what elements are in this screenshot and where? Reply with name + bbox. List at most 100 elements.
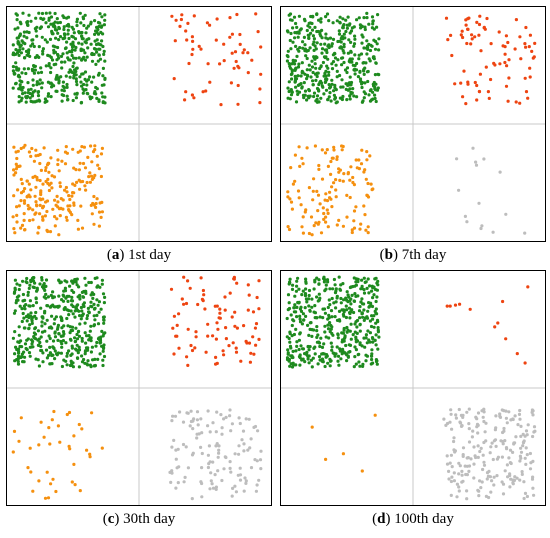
point-bottom-right <box>244 479 248 483</box>
point-top-left <box>314 99 318 103</box>
point-bottom-left <box>300 156 304 160</box>
point-top-left <box>101 363 105 368</box>
point-top-left <box>93 32 97 36</box>
point-top-left <box>334 63 338 67</box>
point-top-left <box>293 36 297 40</box>
point-bottom-right <box>242 489 246 493</box>
point-bottom-right <box>206 465 210 470</box>
point-top-left <box>291 355 295 360</box>
point-top-left <box>337 309 342 313</box>
point-bottom-right <box>486 474 490 478</box>
point-bottom-right <box>449 493 453 497</box>
point-top-left <box>46 295 51 299</box>
point-top-right <box>235 281 239 285</box>
point-top-left <box>92 47 97 51</box>
point-top-left <box>374 276 378 280</box>
point-top-left <box>21 360 25 364</box>
point-top-left <box>307 361 311 365</box>
point-top-left <box>89 280 93 285</box>
point-bottom-right <box>489 445 493 449</box>
point-top-left <box>343 335 347 339</box>
point-top-left <box>371 22 375 26</box>
point-top-right <box>233 324 237 328</box>
point-bottom-right <box>195 410 200 414</box>
point-top-left <box>63 306 67 310</box>
point-top-left <box>67 70 71 74</box>
point-bottom-left <box>92 194 96 199</box>
point-top-left <box>73 279 77 283</box>
point-top-left <box>70 303 74 307</box>
point-bottom-left <box>57 207 62 211</box>
point-top-left <box>362 61 366 65</box>
point-top-left <box>304 287 308 291</box>
point-top-right <box>186 327 190 331</box>
point-top-right <box>171 326 175 330</box>
point-top-left <box>11 65 15 69</box>
point-top-left <box>292 310 296 314</box>
point-top-left <box>303 352 307 356</box>
point-bottom-left <box>332 181 336 185</box>
point-bottom-left <box>63 188 67 192</box>
point-top-left <box>80 336 84 341</box>
point-top-right <box>223 308 227 312</box>
caption-b: (b) 7th day <box>379 247 447 263</box>
point-bottom-right <box>454 416 458 420</box>
point-top-left <box>102 315 106 319</box>
point-top-left <box>335 19 339 23</box>
point-top-right <box>469 42 473 46</box>
point-top-left <box>99 340 103 344</box>
point-bottom-right <box>522 496 526 501</box>
point-top-left <box>44 292 48 296</box>
point-bottom-right <box>465 497 469 501</box>
point-bottom-left <box>324 457 328 461</box>
point-top-left <box>71 281 75 285</box>
point-bottom-left <box>46 496 51 500</box>
point-top-right <box>479 49 483 53</box>
point-top-left <box>88 75 92 79</box>
point-top-left <box>349 302 353 306</box>
point-top-left <box>101 44 105 49</box>
point-top-right <box>231 341 235 345</box>
point-bottom-left <box>29 188 33 192</box>
point-top-left <box>60 66 64 70</box>
point-bottom-left <box>41 182 45 186</box>
point-top-left <box>359 26 363 30</box>
point-top-right <box>236 102 240 106</box>
point-top-left <box>362 288 366 292</box>
point-bottom-left <box>323 198 327 202</box>
point-bottom-right <box>512 441 516 445</box>
point-bottom-right <box>470 435 474 439</box>
point-top-left <box>360 41 364 45</box>
point-top-left <box>55 327 60 331</box>
point-top-left <box>39 16 43 20</box>
point-top-left <box>365 39 369 43</box>
point-top-left <box>328 321 332 325</box>
point-top-right <box>258 101 262 105</box>
point-top-left <box>83 321 87 325</box>
point-top-left <box>375 25 379 29</box>
point-bottom-right <box>477 201 481 205</box>
point-top-right <box>466 17 470 21</box>
point-top-left <box>58 35 63 39</box>
point-bottom-left <box>65 218 69 222</box>
point-top-left <box>325 50 329 55</box>
point-bottom-right <box>517 412 522 416</box>
point-top-left <box>36 90 40 94</box>
point-top-left <box>344 315 348 320</box>
point-bottom-left <box>27 150 31 154</box>
point-top-left <box>66 324 70 328</box>
point-top-left <box>29 44 33 48</box>
point-top-left <box>306 357 310 361</box>
point-top-left <box>83 276 87 280</box>
point-top-right <box>526 96 530 100</box>
point-top-left <box>36 71 40 75</box>
point-top-left <box>57 56 61 60</box>
point-top-left <box>338 20 342 24</box>
point-top-left <box>23 342 28 346</box>
point-top-left <box>376 347 380 351</box>
point-top-left <box>342 298 346 302</box>
point-bottom-right <box>188 424 192 428</box>
point-top-left <box>294 100 299 104</box>
caption-b-letter: b <box>384 247 393 263</box>
point-top-left <box>354 283 358 287</box>
